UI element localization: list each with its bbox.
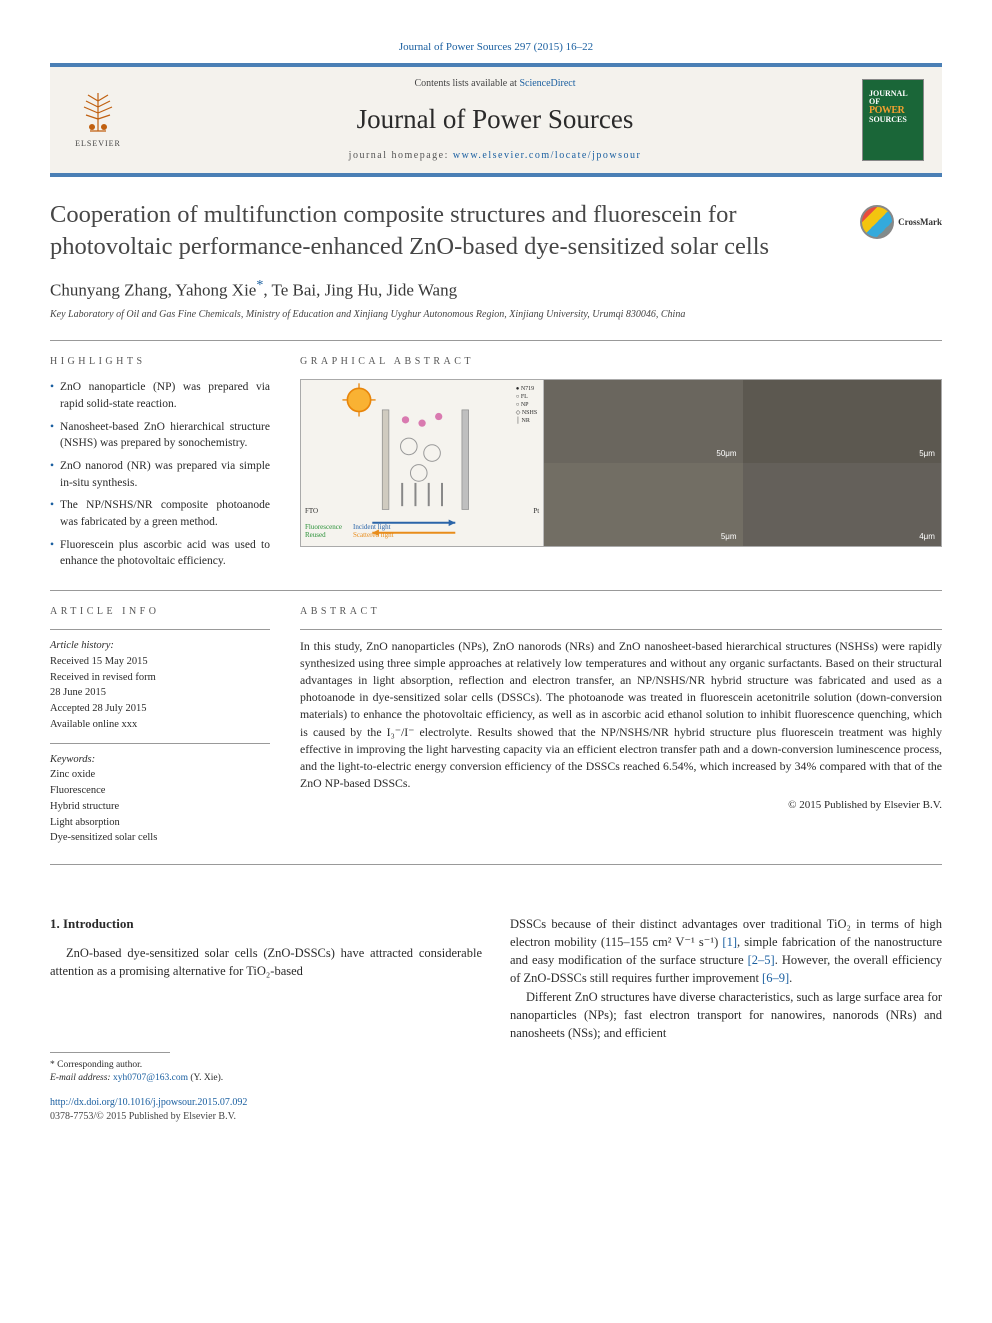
highlight-item: ZnO nanoparticle (NP) was prepared via r… [50, 379, 270, 412]
highlight-item: Fluorescein plus ascorbic acid was used … [50, 537, 270, 570]
intro-heading: 1. Introduction [50, 915, 482, 934]
authors-rest: , Te Bai, Jing Hu, Jide Wang [263, 281, 457, 300]
footnote-separator [50, 1052, 170, 1053]
journal-cover-thumb: JOURNAL OF POWER SOURCES [862, 79, 924, 161]
divider [50, 590, 942, 591]
author-list: Chunyang Zhang, Yahong Xie*, Te Bai, Jin… [50, 276, 942, 302]
contents-prefix: Contents lists available at [414, 78, 519, 89]
email-label: E-mail address: [50, 1073, 113, 1083]
copyright-line: © 2015 Published by Elsevier B.V. [300, 798, 942, 813]
divider [50, 340, 942, 341]
graphical-abstract-figure: ● N719 ○ FL ○ NP ◇ NSHS │ NR [300, 379, 942, 547]
article-info-label: ARTICLE INFO [50, 605, 270, 619]
cover-subtitle: SOURCES [869, 116, 917, 124]
citation-ref[interactable]: [1] [722, 935, 737, 949]
journal-homepage: journal homepage: www.elsevier.com/locat… [128, 149, 862, 163]
ga-scattered: Scattered light [353, 531, 394, 541]
journal-header: ELSEVIER Contents lists available at Sci… [50, 63, 942, 177]
ga-reused: Reused [305, 531, 326, 541]
revised-date: 28 June 2015 [50, 685, 270, 701]
citation-ref[interactable]: [6–9] [762, 971, 789, 985]
publisher-name: ELSEVIER [75, 138, 121, 149]
intro-para-1a: ZnO-based dye-sensitized solar cells (Zn… [50, 944, 482, 980]
corr-email-link[interactable]: xyh0707@163.com [113, 1073, 188, 1083]
affiliation: Key Laboratory of Oil and Gas Fine Chemi… [50, 308, 942, 322]
crossmark-widget[interactable]: CrossMark [860, 205, 942, 239]
keywords-label: Keywords: [50, 752, 270, 768]
ga-fto: FTO [305, 507, 318, 517]
keyword: Light absorption [50, 815, 270, 831]
citation-ref[interactable]: [2–5] [748, 953, 775, 967]
issn-line: 0378-7753/© 2015 Published by Elsevier B… [50, 1110, 482, 1125]
citation-line: Journal of Power Sources 297 (2015) 16–2… [50, 40, 942, 55]
sem-image-3 [544, 463, 742, 546]
highlight-item: Nanosheet-based ZnO hierarchical structu… [50, 419, 270, 452]
homepage-prefix: journal homepage: [349, 150, 453, 161]
graphical-abstract-label: GRAPHICAL ABSTRACT [300, 355, 942, 369]
contents-available: Contents lists available at ScienceDirec… [128, 77, 862, 91]
keyword: Dye-sensitized solar cells [50, 830, 270, 846]
history-label: Article history: [50, 638, 270, 654]
crossmark-icon [860, 205, 894, 239]
abstract-text: In this study, ZnO nanoparticles (NPs), … [300, 638, 942, 792]
revised-label: Received in revised form [50, 670, 270, 686]
intro-para-2: Different ZnO structures have diverse ch… [510, 988, 942, 1042]
divider [50, 864, 942, 865]
article-history: Article history: Received 15 May 2015 Re… [50, 638, 270, 733]
online-date: Available online xxx [50, 717, 270, 733]
authors-lead: Chunyang Zhang, Yahong Xie [50, 281, 256, 300]
keyword: Hybrid structure [50, 799, 270, 815]
crossmark-label: CrossMark [898, 216, 942, 229]
email-who: (Y. Xie). [188, 1073, 223, 1083]
cover-label: JOURNAL OF [869, 90, 917, 106]
intro-para-1b: DSSCs because of their distinct advantag… [510, 915, 942, 988]
sem-image-1 [544, 380, 742, 463]
doi-link[interactable]: http://dx.doi.org/10.1016/j.jpowsour.201… [50, 1096, 482, 1111]
accepted-date: Accepted 28 July 2015 [50, 701, 270, 717]
keyword: Fluorescence [50, 783, 270, 799]
keywords-block: Keywords: Zinc oxide Fluorescence Hybrid… [50, 752, 270, 847]
elsevier-tree-icon [78, 91, 118, 135]
sciencedirect-link[interactable]: ScienceDirect [519, 78, 575, 89]
sem-image-2 [743, 380, 941, 463]
highlights-label: HIGHLIGHTS [50, 355, 270, 369]
keyword: Zinc oxide [50, 767, 270, 783]
sem-image-4 [743, 463, 941, 546]
journal-name: Journal of Power Sources [128, 101, 862, 139]
highlight-item: ZnO nanorod (NR) was prepared via simple… [50, 458, 270, 491]
corresponding-footnote: * Corresponding author. E-mail address: … [50, 1059, 482, 1086]
ga-schematic: ● N719 ○ FL ○ NP ◇ NSHS │ NR [301, 380, 544, 546]
homepage-link[interactable]: www.elsevier.com/locate/jpowsour [453, 150, 641, 161]
abstract-label: ABSTRACT [300, 605, 942, 619]
highlights-list: ZnO nanoparticle (NP) was prepared via r… [50, 379, 270, 570]
highlight-item: The NP/NSHS/NR composite photoanode was … [50, 497, 270, 530]
ga-pt: Pt [533, 507, 539, 517]
corr-author-note: * Corresponding author. [50, 1059, 482, 1072]
received-date: Received 15 May 2015 [50, 654, 270, 670]
elsevier-logo: ELSEVIER [68, 85, 128, 155]
article-title: Cooperation of multifunction composite s… [50, 199, 840, 262]
